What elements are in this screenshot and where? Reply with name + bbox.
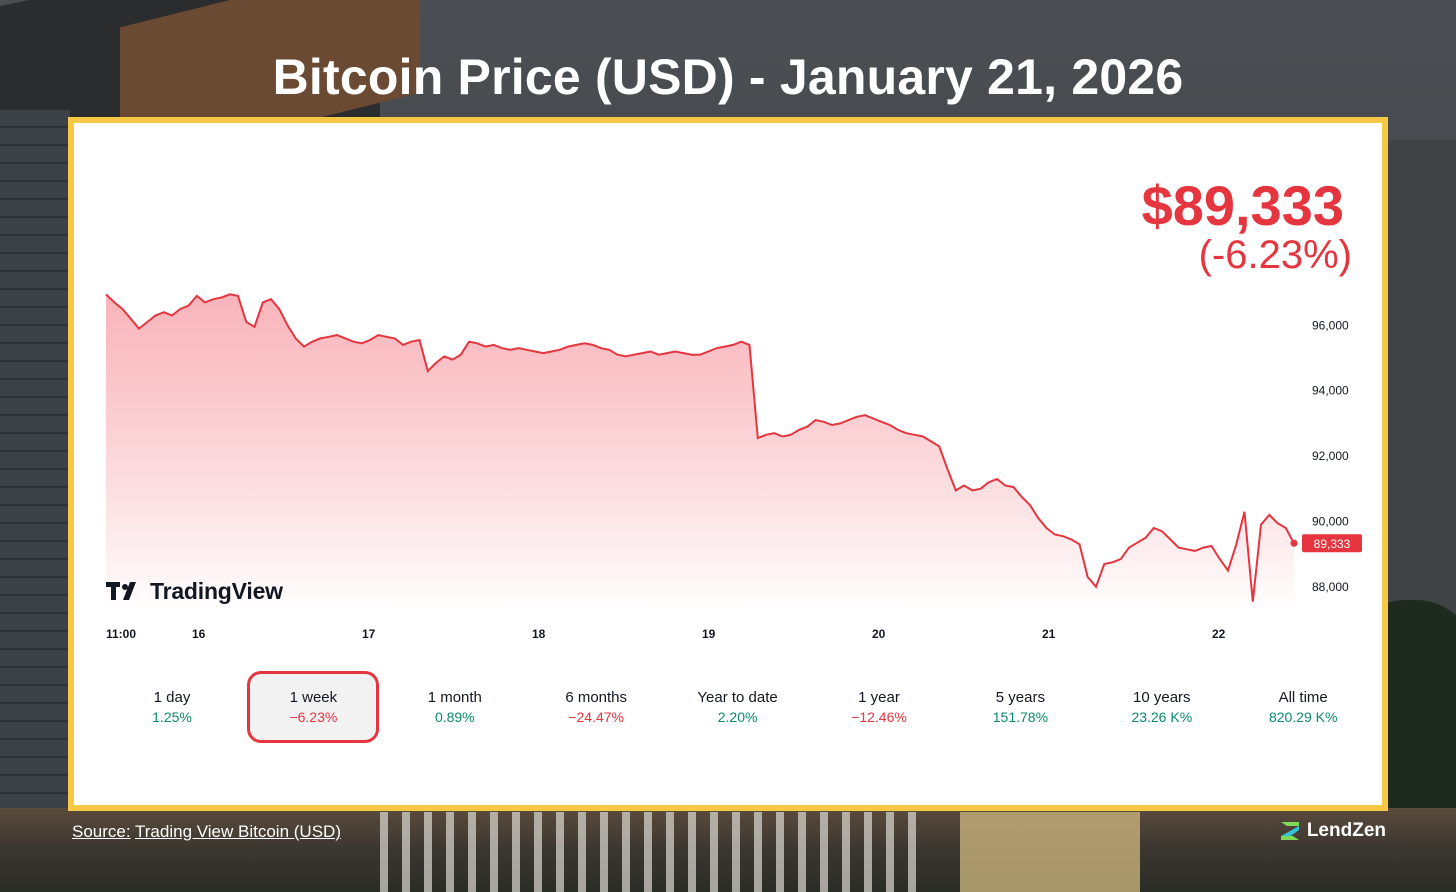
last-price-tag-label: 89,333 [1314, 537, 1351, 551]
current-price: $89,333 [1141, 174, 1344, 237]
price-line [105, 293, 1295, 602]
price-area [106, 294, 1294, 613]
x-tick-label: 21 [1042, 627, 1056, 641]
brand-logo: LendZen [1279, 820, 1386, 842]
range-change: −12.46% [851, 709, 907, 725]
y-tick-label: 88,000 [1312, 580, 1349, 594]
range-1-week[interactable]: 1 week −6.23% [247, 671, 380, 743]
x-tick-label: 17 [362, 627, 376, 641]
range-change: 0.89% [434, 709, 475, 725]
range-label: 10 years [1133, 689, 1191, 706]
x-tick-label: 18 [532, 627, 546, 641]
y-tick-label: 96,000 [1312, 318, 1349, 332]
source-credit: Source: Trading View Bitcoin (USD) [72, 822, 341, 842]
range-label: Year to date [697, 689, 778, 706]
range-change: 2.20% [717, 709, 758, 725]
x-tick-label: 20 [872, 627, 886, 641]
range-1-year[interactable]: 1 year −12.46% [813, 671, 945, 743]
y-tick-label: 92,000 [1312, 449, 1349, 463]
price-chart: 88,000 90,000 92,000 94,000 96,000 11:00 16 17… [105, 293, 1362, 641]
range-change: 23.26 K% [1131, 709, 1193, 725]
range-change: 820.29 K% [1268, 709, 1338, 725]
range-10-years[interactable]: 10 years 23.26 K% [1096, 671, 1228, 743]
brand-name: LendZen [1306, 820, 1386, 841]
range-6-months[interactable]: 6 months −24.47% [530, 671, 662, 743]
range-label: 1 month [427, 689, 482, 706]
range-year-to-date[interactable]: Year to date 2.20% [672, 671, 804, 743]
range-label: 1 year [858, 689, 900, 706]
x-tick-label: 22 [1212, 627, 1226, 641]
last-price-tag [1302, 534, 1362, 553]
tradingview-icon [106, 581, 136, 600]
y-tick-label: 94,000 [1312, 384, 1349, 398]
x-tick-label: 16 [192, 627, 206, 641]
lendzen-icon [1280, 822, 1299, 840]
range-1-day[interactable]: 1 day 1.25% [106, 671, 238, 743]
range-change: −6.23% [289, 709, 338, 725]
range-change: −24.47% [568, 709, 625, 725]
range-5-years[interactable]: 5 years 151.78% [954, 671, 1086, 743]
range-label: 1 day [153, 689, 191, 706]
x-tick-label: 19 [702, 627, 716, 641]
range-all-time[interactable]: All time 820.29 K% [1237, 671, 1369, 743]
range-label: 5 years [995, 689, 1045, 706]
range-change: 151.78% [992, 709, 1049, 725]
range-label: 1 week [289, 689, 338, 706]
range-change: 1.25% [152, 709, 192, 725]
tradingview-logo: TradingView [106, 578, 283, 605]
tradingview-wordmark: TradingView [150, 578, 283, 604]
range-label: All time [1278, 689, 1328, 706]
last-price-dot [1290, 539, 1298, 547]
source-prefix: Source: [72, 822, 131, 841]
chart-card: 88,000 90,000 92,000 94,000 96,000 11:00 16 17… [68, 117, 1388, 811]
range-label: 6 months [565, 689, 628, 706]
range-1-month[interactable]: 1 month 0.89% [389, 671, 521, 743]
source-link[interactable]: Trading View Bitcoin (USD) [135, 822, 341, 841]
y-tick-label: 90,000 [1312, 514, 1349, 528]
time-range-selector: 1 day 1.25% 1 week −6.23% 1 month 0.89% 6 mont… [104, 663, 1364, 743]
x-tick-label: 11:00 [106, 627, 136, 641]
price-change-percent: (-6.23%) [1198, 233, 1352, 277]
page-title: Bitcoin Price (USD) - January 21, 2026 [272, 49, 1184, 105]
